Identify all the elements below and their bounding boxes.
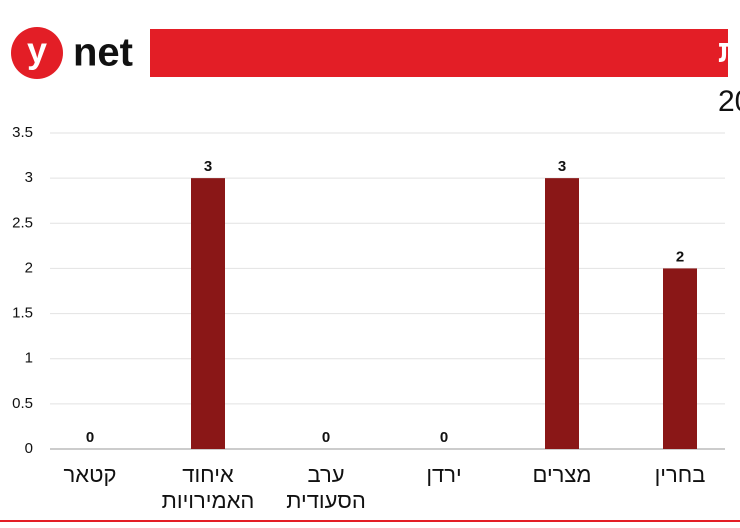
y-tick-label: 3.5 [12, 124, 33, 141]
value-label: 0 [86, 429, 94, 446]
chart-title: הבעת תמיכה ביוזמת השלום הערבית [718, 34, 740, 69]
x-tick-label: בחרין [654, 462, 706, 487]
value-label: 3 [558, 158, 566, 175]
x-tick-label: איחוד האמירויות [161, 462, 255, 513]
x-tick-label: ירדן [426, 462, 462, 487]
logo-net: net [73, 31, 133, 75]
value-label: 0 [322, 429, 330, 446]
y-tick-label: 1 [25, 350, 33, 367]
y-tick-label: 0 [25, 440, 33, 457]
logo-circle [11, 27, 63, 79]
y-tick-label: 0.5 [12, 395, 33, 412]
bar [663, 268, 697, 449]
x-tick-label: ערב הסעודית [286, 462, 366, 513]
value-label: 0 [440, 429, 448, 446]
x-tick-label: קטאר [63, 462, 117, 487]
x-tick-label: מצרים [532, 462, 592, 487]
logo-y: y [27, 30, 47, 71]
bar [545, 178, 579, 449]
value-label: 2 [676, 248, 684, 265]
y-tick-label: 1.5 [12, 305, 33, 322]
chart-subtitle: ברבעון השני של 2025 [718, 85, 740, 118]
bar [191, 178, 225, 449]
y-tick-label: 3 [25, 169, 33, 186]
title-band [150, 29, 728, 77]
y-tick-label: 2 [25, 259, 33, 276]
value-label: 3 [204, 158, 212, 175]
y-tick-label: 2.5 [12, 214, 33, 231]
